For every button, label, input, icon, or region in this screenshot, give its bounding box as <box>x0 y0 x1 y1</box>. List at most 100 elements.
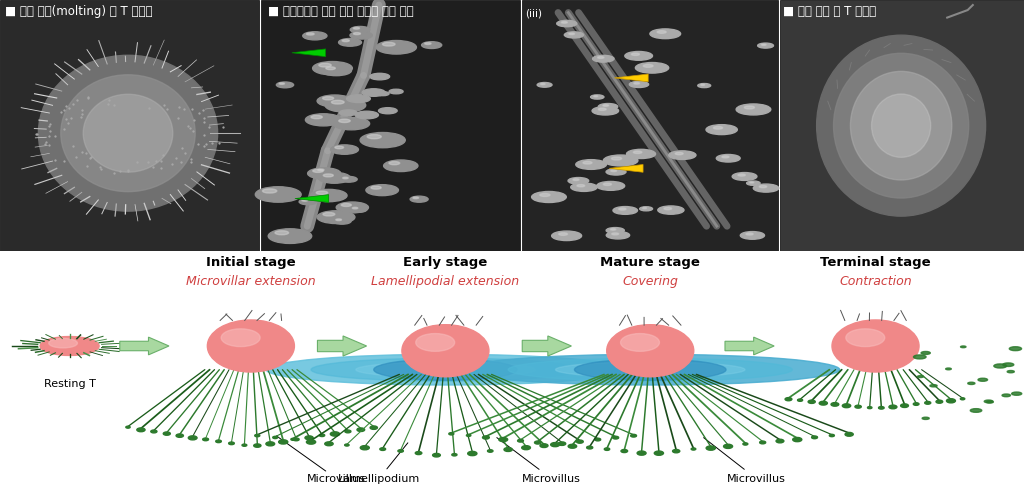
Ellipse shape <box>637 451 646 455</box>
Ellipse shape <box>570 183 597 191</box>
Ellipse shape <box>961 398 965 400</box>
Ellipse shape <box>583 162 592 164</box>
Ellipse shape <box>630 81 648 87</box>
Ellipse shape <box>255 434 260 437</box>
Ellipse shape <box>577 440 584 443</box>
Ellipse shape <box>1002 363 1014 366</box>
Ellipse shape <box>738 174 745 176</box>
Ellipse shape <box>228 442 234 445</box>
Text: Covering: Covering <box>623 275 678 288</box>
Ellipse shape <box>341 203 351 206</box>
Ellipse shape <box>592 106 618 115</box>
Ellipse shape <box>425 42 431 44</box>
Ellipse shape <box>188 436 197 440</box>
Ellipse shape <box>961 346 966 347</box>
Polygon shape <box>609 164 643 172</box>
Ellipse shape <box>207 320 295 372</box>
Ellipse shape <box>618 208 626 210</box>
Ellipse shape <box>808 400 815 404</box>
Ellipse shape <box>521 446 530 450</box>
Ellipse shape <box>339 39 361 46</box>
Ellipse shape <box>936 400 943 403</box>
Ellipse shape <box>499 437 508 442</box>
Ellipse shape <box>416 451 422 455</box>
Ellipse shape <box>843 404 851 407</box>
Ellipse shape <box>921 351 930 354</box>
Ellipse shape <box>889 405 897 409</box>
Ellipse shape <box>353 33 360 35</box>
Ellipse shape <box>923 417 929 420</box>
Text: Resting T: Resting T <box>44 379 95 389</box>
Ellipse shape <box>242 444 247 447</box>
Ellipse shape <box>355 111 379 119</box>
Ellipse shape <box>335 146 344 149</box>
Ellipse shape <box>345 444 349 446</box>
Ellipse shape <box>279 440 288 444</box>
Ellipse shape <box>946 368 951 370</box>
Ellipse shape <box>311 358 580 381</box>
Text: Contraction: Contraction <box>840 275 911 288</box>
Ellipse shape <box>416 334 455 351</box>
Ellipse shape <box>724 444 732 448</box>
Ellipse shape <box>331 145 358 154</box>
Ellipse shape <box>1002 394 1011 397</box>
Ellipse shape <box>352 207 357 209</box>
Ellipse shape <box>901 404 908 407</box>
Ellipse shape <box>482 436 489 439</box>
Ellipse shape <box>312 61 352 75</box>
Ellipse shape <box>349 206 367 212</box>
Ellipse shape <box>621 449 628 452</box>
Ellipse shape <box>325 442 333 446</box>
Text: Microvillar extension: Microvillar extension <box>186 275 315 288</box>
Ellipse shape <box>371 186 381 189</box>
Ellipse shape <box>611 233 618 235</box>
Ellipse shape <box>370 73 389 80</box>
Ellipse shape <box>561 21 567 23</box>
Ellipse shape <box>871 94 931 157</box>
Ellipse shape <box>650 29 681 39</box>
Ellipse shape <box>714 126 723 129</box>
Ellipse shape <box>722 156 729 158</box>
Ellipse shape <box>374 359 517 380</box>
Ellipse shape <box>793 437 802 442</box>
Ellipse shape <box>299 199 316 205</box>
Ellipse shape <box>664 207 672 210</box>
Ellipse shape <box>593 55 614 62</box>
Ellipse shape <box>398 450 403 452</box>
Ellipse shape <box>323 97 334 100</box>
Ellipse shape <box>673 449 680 453</box>
Ellipse shape <box>137 428 145 432</box>
Bar <box>261 0 520 251</box>
Ellipse shape <box>1012 392 1022 395</box>
Ellipse shape <box>1008 370 1015 373</box>
Ellipse shape <box>829 434 835 437</box>
Ellipse shape <box>83 94 173 172</box>
Ellipse shape <box>697 83 711 88</box>
Polygon shape <box>292 49 326 57</box>
Ellipse shape <box>333 118 370 130</box>
Ellipse shape <box>357 428 365 431</box>
Ellipse shape <box>606 231 630 239</box>
Ellipse shape <box>627 149 655 159</box>
Ellipse shape <box>377 92 389 96</box>
Ellipse shape <box>598 57 604 59</box>
Ellipse shape <box>746 181 760 185</box>
Ellipse shape <box>743 443 748 445</box>
Ellipse shape <box>331 432 340 436</box>
Ellipse shape <box>606 325 694 377</box>
Ellipse shape <box>643 207 646 208</box>
Ellipse shape <box>598 103 617 110</box>
Ellipse shape <box>461 354 840 385</box>
Ellipse shape <box>333 218 351 224</box>
Ellipse shape <box>360 133 406 148</box>
Ellipse shape <box>538 82 552 87</box>
Ellipse shape <box>845 432 853 436</box>
Ellipse shape <box>831 320 920 372</box>
Ellipse shape <box>307 168 341 179</box>
Ellipse shape <box>760 441 766 444</box>
Ellipse shape <box>986 401 993 403</box>
Ellipse shape <box>340 177 357 182</box>
Ellipse shape <box>370 426 378 429</box>
Ellipse shape <box>978 378 987 381</box>
Ellipse shape <box>657 31 667 33</box>
